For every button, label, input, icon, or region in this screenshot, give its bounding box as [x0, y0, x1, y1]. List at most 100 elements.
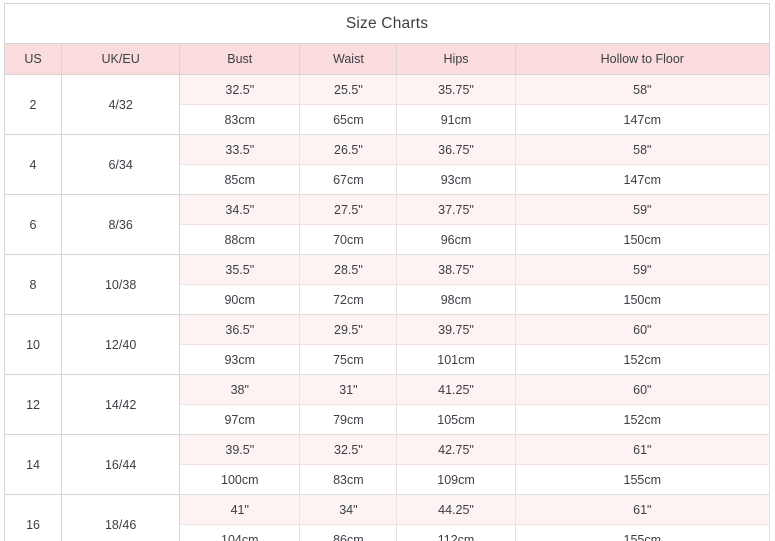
cell-bust-cm: 88cm [179, 224, 301, 255]
column-header-hollow-to-floor: Hollow to Floor [514, 43, 771, 75]
cell-waist-cm: 70cm [299, 224, 398, 255]
cell-bust-inch: 34.5" [179, 194, 301, 225]
cell-ukeu-size: 8/36 [61, 194, 181, 255]
cell-waist-inch: 25.5" [299, 74, 398, 105]
cell-waist-inch: 27.5" [299, 194, 398, 225]
cell-hips-cm: 98cm [396, 284, 516, 315]
column-header-hips: Hips [396, 43, 516, 75]
cell-hips-inch: 39.75" [396, 314, 516, 345]
cell-hips-inch: 42.75" [396, 434, 516, 465]
table-row: 16 18/46 41" 34" 44.25" 61" [3, 494, 771, 541]
cell-bust-cm: 90cm [179, 284, 301, 315]
table-body: 2 4/32 32.5" 25.5" 35.75" 58" 83cm 65cm 91cm 147c… [3, 74, 771, 541]
cell-bust-inch: 36.5" [179, 314, 301, 345]
column-header-ukeu: UK/EU [61, 43, 181, 75]
table-head: Size Charts US UK/EU Bust Waist Hips Hol… [3, 3, 771, 75]
cell-hips-cm: 91cm [396, 104, 516, 135]
table-row: 10 12/40 36.5" 29.5" 39.75" 60" [3, 314, 771, 375]
table-row: 14 16/44 39.5" 32.5" 42.75" 61" [3, 434, 771, 495]
table-row: 2 4/32 32.5" 25.5" 35.75" 58" [3, 74, 771, 135]
cell-hips-cm: 101cm [396, 344, 516, 375]
cell-htf-cm: 150cm [514, 224, 771, 255]
title-row: Size Charts [4, 3, 770, 44]
cell-hips-cm: 96cm [396, 224, 516, 255]
cell-us-size: 8 [3, 254, 63, 315]
cell-ukeu-size: 6/34 [61, 134, 181, 195]
cell-bust-inch: 41" [179, 494, 301, 525]
cell-bust-inch: 33.5" [179, 134, 301, 165]
cell-htf-inch: 60" [514, 374, 771, 405]
cell-us-size: 2 [3, 74, 63, 135]
cell-hips-inch: 37.75" [396, 194, 516, 225]
cell-bust-cm: 85cm [179, 164, 301, 195]
cell-hips-cm: 93cm [396, 164, 516, 195]
cell-htf-cm: 152cm [514, 344, 771, 375]
cell-waist-inch: 32.5" [299, 434, 398, 465]
cell-htf-inch: 59" [514, 194, 771, 225]
cell-htf-inch: 61" [514, 434, 771, 465]
cell-waist-cm: 79cm [299, 404, 398, 435]
table-row: 6 8/36 34.5" 27.5" 37.75" 59" [3, 194, 771, 255]
cell-waist-cm: 65cm [299, 104, 398, 135]
cell-htf-inch: 61" [514, 494, 771, 525]
cell-hips-inch: 44.25" [396, 494, 516, 525]
cell-htf-inch: 60" [514, 314, 771, 345]
table-row: 88cm 70cm 96cm 150cm [5, 224, 771, 255]
table-row: 12 14/42 38" 31" 41.25" 60" [3, 374, 771, 435]
cell-us-size: 6 [3, 194, 63, 255]
cell-htf-cm: 155cm [514, 524, 771, 541]
page-title: Size Charts [4, 3, 770, 44]
cell-bust-cm: 83cm [179, 104, 301, 135]
table-row: 8 10/38 35.5" 28.5" 38.75" 59" [3, 254, 771, 315]
table-row: 83cm 65cm 91cm 147cm [5, 104, 771, 135]
cell-waist-cm: 75cm [299, 344, 398, 375]
cell-waist-cm: 67cm [299, 164, 398, 195]
cell-htf-inch: 58" [514, 74, 771, 105]
column-header-row: US UK/EU Bust Waist Hips Hollow to Floor [3, 43, 771, 75]
cell-waist-inch: 31" [299, 374, 398, 405]
size-chart-container: Size Charts US UK/EU Bust Waist Hips Hol… [3, 3, 771, 541]
cell-bust-inch: 38" [179, 374, 301, 405]
cell-hips-inch: 35.75" [396, 74, 516, 105]
table-row: 90cm 72cm 98cm 150cm [5, 284, 771, 315]
size-chart-table: Size Charts US UK/EU Bust Waist Hips Hol… [3, 3, 771, 541]
cell-htf-inch: 58" [514, 134, 771, 165]
table-row: 97cm 79cm 105cm 152cm [5, 404, 771, 435]
cell-bust-cm: 104cm [179, 524, 301, 541]
cell-waist-cm: 86cm [299, 524, 398, 541]
cell-htf-cm: 150cm [514, 284, 771, 315]
cell-bust-cm: 93cm [179, 344, 301, 375]
cell-us-size: 12 [3, 374, 63, 435]
cell-htf-cm: 147cm [514, 164, 771, 195]
cell-ukeu-size: 16/44 [61, 434, 181, 495]
cell-waist-inch: 34" [299, 494, 398, 525]
cell-ukeu-size: 14/42 [61, 374, 181, 435]
column-header-bust: Bust [179, 43, 301, 75]
cell-hips-cm: 109cm [396, 464, 516, 495]
cell-us-size: 14 [3, 434, 63, 495]
cell-waist-cm: 72cm [299, 284, 398, 315]
table-row: 104cm 86cm 112cm 155cm [5, 524, 771, 541]
cell-ukeu-size: 18/46 [61, 494, 181, 541]
cell-htf-cm: 152cm [514, 404, 771, 435]
column-header-waist: Waist [299, 43, 398, 75]
cell-htf-inch: 59" [514, 254, 771, 285]
cell-hips-inch: 41.25" [396, 374, 516, 405]
cell-ukeu-size: 4/32 [61, 74, 181, 135]
cell-waist-cm: 83cm [299, 464, 398, 495]
cell-bust-inch: 35.5" [179, 254, 301, 285]
cell-htf-cm: 155cm [514, 464, 771, 495]
cell-ukeu-size: 10/38 [61, 254, 181, 315]
table-row: 85cm 67cm 93cm 147cm [5, 164, 771, 195]
table-row: 4 6/34 33.5" 26.5" 36.75" 58" [3, 134, 771, 195]
cell-hips-cm: 105cm [396, 404, 516, 435]
cell-hips-cm: 112cm [396, 524, 516, 541]
cell-ukeu-size: 12/40 [61, 314, 181, 375]
cell-bust-cm: 100cm [179, 464, 301, 495]
cell-waist-inch: 26.5" [299, 134, 398, 165]
cell-htf-cm: 147cm [514, 104, 771, 135]
cell-us-size: 16 [3, 494, 63, 541]
cell-us-size: 10 [3, 314, 63, 375]
cell-us-size: 4 [3, 134, 63, 195]
